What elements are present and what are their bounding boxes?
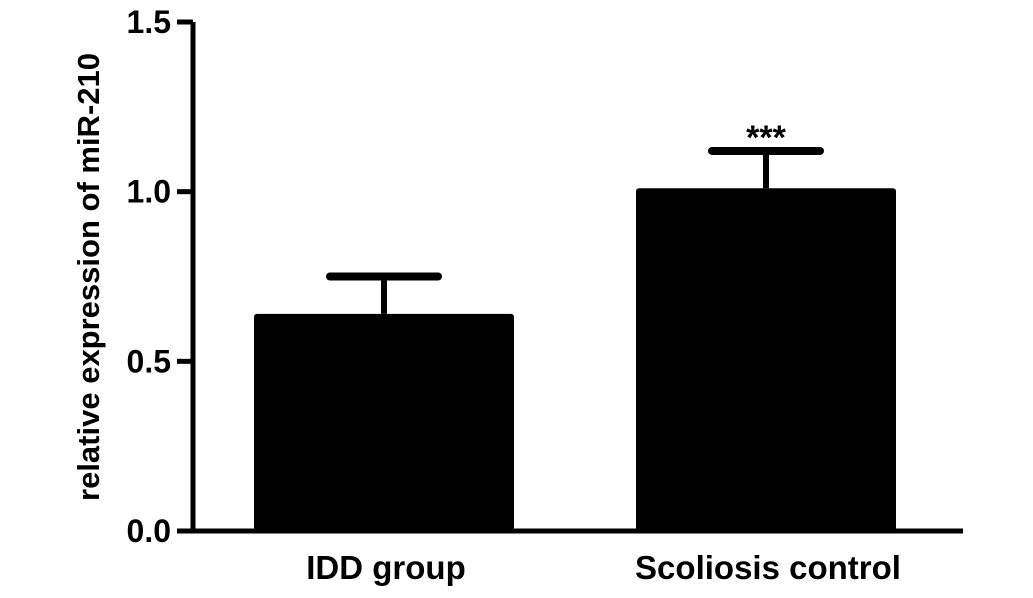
x-tick-label: Scoliosis control	[635, 549, 901, 586]
bar	[636, 188, 896, 531]
bar	[254, 314, 514, 531]
y-tick-label: 1.5	[127, 4, 171, 40]
x-tick-label: IDD group	[306, 549, 465, 586]
x-tick-labels: IDD group Scoliosis control	[306, 549, 901, 586]
y-tick-label: 0.5	[127, 343, 171, 379]
y-tick-label: 1.0	[127, 174, 171, 210]
y-ticks: 0.0 0.5 1.0 1.5	[127, 4, 193, 549]
y-axis-label: relative expression of miR-210	[71, 53, 106, 501]
significance-marker: ***	[746, 119, 786, 157]
bars-layer: ***	[254, 119, 896, 531]
y-tick-label: 0.0	[127, 513, 171, 549]
